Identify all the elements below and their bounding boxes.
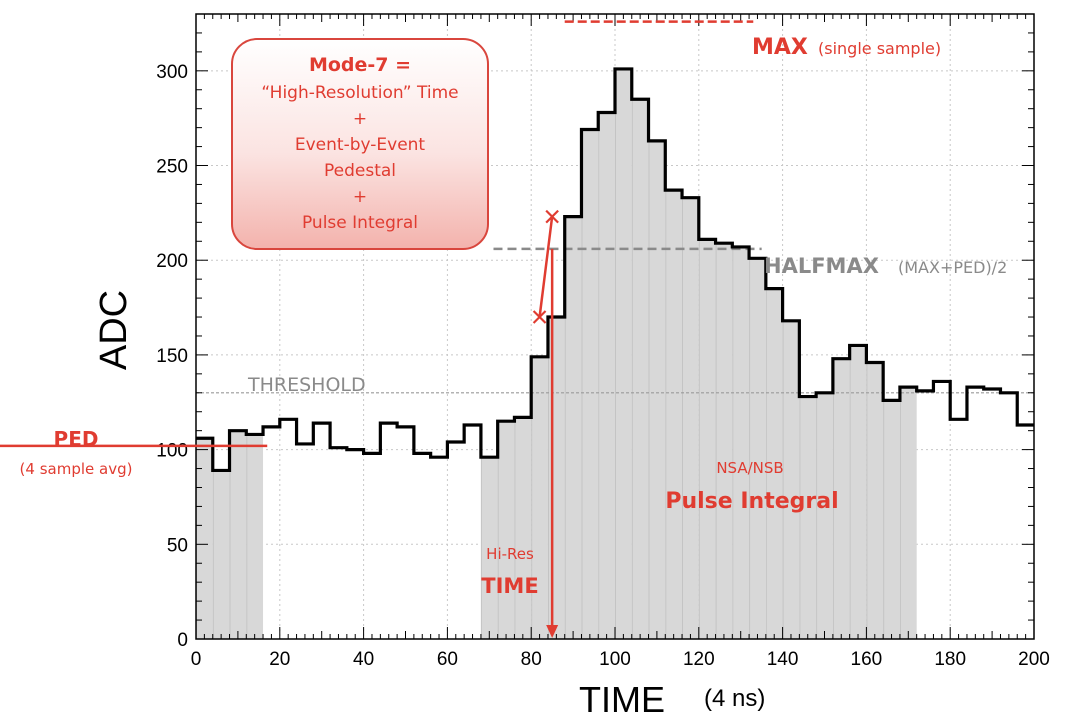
y-axis-title: ADC [93,290,135,370]
mode7-line-3: Event-by-Event [294,135,426,155]
shaded-bin [682,197,699,639]
halfmax-sublabel: (MAX+PED)/2 [898,258,1007,277]
histogram-line [196,67,1034,473]
shaded-bin [883,400,900,639]
shaded-bin [866,362,884,639]
shaded-bin [196,438,213,639]
shaded-bin [598,112,615,639]
shaded-bin [749,258,766,639]
x-axis-unit: (4 ns) [704,685,765,712]
shaded-bin [514,417,532,639]
mode7-title: Mode-7 = [308,54,412,76]
x-tick-label: 120 [683,649,715,670]
shaded-bin [782,320,800,639]
x-tick-label: 100 [599,649,631,670]
shaded-bin [648,140,666,639]
x-tick-label: 0 [191,649,202,670]
x-tick-label: 40 [353,649,374,670]
max-sublabel: (single sample) [818,39,941,58]
pulse-integral-label: Pulse Integral [665,489,838,514]
shaded-regions [196,68,917,639]
shaded-bin [547,317,565,639]
y-tick-label: 150 [156,346,188,367]
mode7-line-5: + [352,187,368,207]
shaded-bin [732,246,750,639]
halfmax-label: HALFMAX [764,254,879,278]
y-tick-label: 300 [156,62,188,83]
threshold-label: THRESHOLD [247,374,366,396]
y-tick-label: 250 [156,157,188,178]
x-tick-label: 140 [767,649,799,670]
interpolation-line [538,216,554,318]
shaded-bin [246,434,264,639]
shaded-bin [531,356,548,639]
shaded-bin [832,358,850,639]
x-tick-label: 80 [521,649,542,670]
shaded-bin [715,243,733,639]
hires-time-label: TIME [481,574,538,598]
hires-label: Hi-Res [486,545,534,563]
crossing-marker [532,310,547,324]
shaded-bin [631,99,649,639]
crossing-marker [545,209,559,224]
shaded-bin [849,345,867,639]
y-tick-label: 50 [167,535,188,556]
shaded-bin [615,68,632,639]
x-tick-label: 200 [1018,649,1050,670]
mode7-line-2: + [352,109,368,129]
y-tick-label: 200 [156,251,188,272]
y-tick-label: 100 [156,441,188,462]
histogram [196,67,1034,473]
shaded-bin [497,421,515,639]
x-tick-label: 60 [437,649,458,670]
shaded-bin [899,387,917,639]
overlay-annotations [0,20,754,638]
shaded-bin [665,190,683,639]
y-tick-label: 0 [177,630,188,651]
shaded-bin [212,470,230,639]
x-axis-title: TIME [579,679,665,720]
mode7-line-4: Pedestal [323,161,397,181]
shaded-bin [799,396,817,639]
mode7-summary-box: Mode-7 = “High-Resolution” Time + Event-… [231,38,489,250]
ped-label: PED [54,427,99,451]
x-tick-label: 180 [934,649,966,670]
x-tick-label: 20 [269,649,290,670]
shaded-bin [581,129,599,639]
nsa-nsb-label: NSA/NSB [716,459,783,477]
reference-lines [196,247,1034,394]
x-tick-label: 160 [851,649,883,670]
hires-time-arrowhead [546,625,559,638]
shaded-bin [698,239,716,639]
shaded-bin [480,457,498,639]
shaded-bin [564,216,582,639]
mode7-line-6: Pulse Integral [301,213,418,233]
mode7-line-1: “High-Resolution” Time [261,83,459,103]
shaded-bin [765,288,783,639]
max-label: MAX [752,35,808,60]
shaded-bin [816,392,833,639]
shaded-bin [229,430,247,639]
ped-sublabel: (4 sample avg) [20,460,133,478]
